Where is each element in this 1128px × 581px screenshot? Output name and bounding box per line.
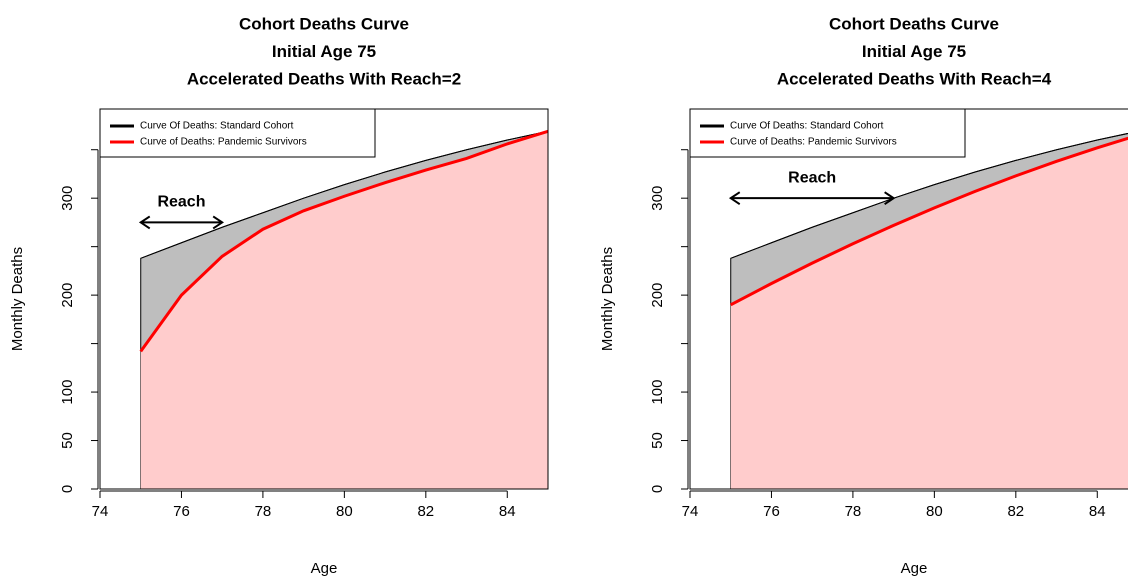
chart-title: Accelerated Deaths With Reach=2 [187,69,461,88]
series-line [140,130,549,259]
chart-title: Cohort Deaths Curve [239,14,409,33]
chart-title: Initial Age 75 [862,42,966,61]
x-tick-label: 76 [763,503,780,520]
x-tick-label: 74 [682,503,699,520]
arrow-head [212,215,224,230]
x-tick-label: 82 [417,503,434,520]
x-tick-label: 76 [173,503,190,520]
x-tick-label: 74 [92,503,109,520]
y-tick-label: 300 [59,186,76,211]
area-fill [730,138,1128,489]
x-axis-label: Age [901,560,928,577]
y-tick-label: 200 [59,283,76,308]
y-tick-label: 100 [59,380,76,405]
panel: Cohort Deaths Curve Initial Age 75 Acceler… [9,14,549,577]
arrow-head [138,215,151,230]
x-tick-label: 78 [845,503,862,520]
x-tick-label: 80 [336,503,353,520]
legend-label: Curve of Deaths: Pandemic Survivors [730,137,897,148]
annotation-text: Reach [788,169,836,186]
x-tick-label: 80 [926,503,943,520]
y-tick-label: 100 [649,380,666,405]
chart-title: Cohort Deaths Curve [829,14,999,33]
panel: Cohort Deaths Curve Initial Age 75 Acceler… [599,14,1128,577]
y-tick-label: 300 [649,186,666,211]
x-tick-label: 82 [1007,503,1024,520]
x-tick-label: 78 [255,503,272,520]
y-tick-label: 200 [649,283,666,308]
legend-box [99,108,376,158]
series-line [730,136,1128,307]
arrow-head [728,191,741,206]
chart-title: Accelerated Deaths With Reach=4 [777,69,1052,88]
y-tick-label: 50 [59,432,76,449]
y-tick-label: 0 [649,485,666,493]
arrow-head [884,191,896,206]
y-axis-label: Monthly Deaths [599,247,616,351]
series-line [139,129,549,353]
legend-label: Curve Of Deaths: Standard Cohort [140,121,294,132]
annotation-text: Reach [157,194,205,211]
area-fill [140,131,548,490]
y-tick-label: 50 [649,432,666,449]
chart-title: Initial Age 75 [272,42,376,61]
series-line [730,132,1128,259]
x-tick-label: 84 [1089,503,1106,520]
legend-box [689,108,966,158]
x-tick-label: 84 [499,503,516,520]
legend-label: Curve Of Deaths: Standard Cohort [730,121,884,132]
legend-label: Curve of Deaths: Pandemic Survivors [140,137,307,148]
y-tick-label: 0 [59,485,76,493]
y-axis-label: Monthly Deaths [9,247,26,351]
x-axis-label: Age [311,560,338,577]
